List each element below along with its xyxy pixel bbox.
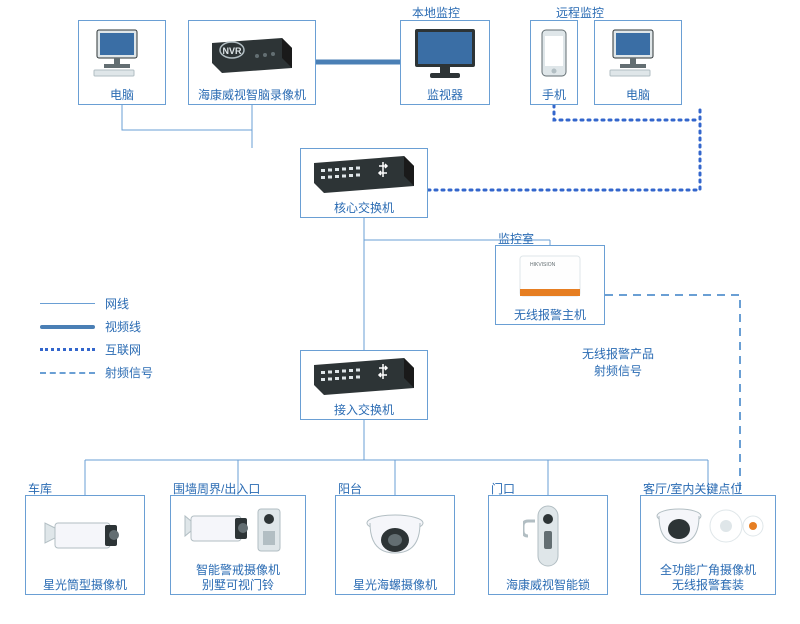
label-garage: 车库 — [28, 480, 52, 497]
node-accessswitch: 接入交换机 — [300, 350, 428, 420]
bullet-cam-icon — [40, 496, 130, 576]
node-cam1: 星光筒型摄像机 — [25, 495, 145, 595]
svg-text:NVR: NVR — [222, 46, 242, 56]
legend-wire: 网线 — [40, 295, 153, 312]
legend-video-label: 视频线 — [105, 318, 141, 335]
legend-rf-label: 射频信号 — [105, 364, 153, 381]
pc1-label: 电脑 — [110, 86, 134, 104]
coresw-label: 核心交换机 — [334, 199, 394, 217]
svg-text:HIKVISION: HIKVISION — [530, 262, 556, 268]
node-coreswitch: 核心交换机 — [300, 148, 428, 218]
label-rf: 无线报警产品 射频信号 — [582, 345, 654, 379]
accesssw-label: 接入交换机 — [334, 401, 394, 419]
cam3-label: 星光海螺摄像机 — [353, 576, 437, 594]
node-cam2: 智能警戒摄像机 别墅可视门铃 — [170, 495, 306, 595]
node-cam3: 星光海螺摄像机 — [335, 495, 455, 595]
legend-rf: 射频信号 — [40, 364, 153, 381]
label-balcony: 阳台 — [338, 480, 362, 497]
label-local: 本地监控 — [412, 4, 460, 21]
nvr-label: 海康威视智脑录像机 — [198, 86, 306, 104]
label-monroom: 监控室 — [498, 230, 534, 247]
alarm-label: 无线报警主机 — [514, 306, 586, 324]
legend: 网线 视频线 互联网 射频信号 — [40, 295, 153, 387]
node-monitor: 监视器 — [400, 20, 490, 105]
node-nvr: NVR 海康威视智脑录像机 — [188, 20, 316, 105]
node-cam4: 全功能广角摄像机 无线报警套装 — [640, 495, 776, 595]
legend-video: 视频线 — [40, 318, 153, 335]
label-remote: 远程监控 — [556, 4, 604, 21]
node-phone: 手机 — [530, 20, 578, 105]
smart-cam-icon — [183, 496, 293, 561]
label-living: 客厅/室内关键点位 — [643, 480, 742, 497]
pc-icon — [92, 21, 152, 86]
phone-label: 手机 — [542, 86, 566, 104]
dome-cam-icon — [360, 496, 430, 576]
label-wall: 围墙周界/出入口 — [173, 480, 260, 497]
pc-icon — [608, 21, 668, 86]
legend-internet: 互联网 — [40, 341, 153, 358]
node-pc1: 电脑 — [78, 20, 166, 105]
nvr-icon: NVR — [207, 21, 297, 86]
node-lock: 海康威视智能锁 — [488, 495, 608, 595]
node-alarmhost: HIKVISION 无线报警主机 — [495, 245, 605, 325]
legend-wire-label: 网线 — [105, 295, 129, 312]
label-door: 门口 — [491, 480, 515, 497]
monitor-label: 监视器 — [427, 86, 463, 104]
cam1-label: 星光筒型摄像机 — [43, 576, 127, 594]
legend-internet-label: 互联网 — [105, 341, 141, 358]
lock-label: 海康威视智能锁 — [506, 576, 590, 594]
node-pc2: 电脑 — [594, 20, 682, 105]
smart-lock-icon — [523, 496, 573, 576]
switch-icon — [309, 351, 419, 401]
monitor-icon — [410, 21, 480, 86]
cam2-label: 智能警戒摄像机 别墅可视门铃 — [196, 561, 280, 594]
switch-icon — [309, 149, 419, 199]
pc2-label: 电脑 — [626, 86, 650, 104]
phone-icon — [540, 21, 568, 86]
wide-cam-icon — [651, 496, 766, 561]
cam4-label: 全功能广角摄像机 无线报警套装 — [660, 561, 756, 594]
alarm-icon: HIKVISION — [510, 246, 590, 306]
